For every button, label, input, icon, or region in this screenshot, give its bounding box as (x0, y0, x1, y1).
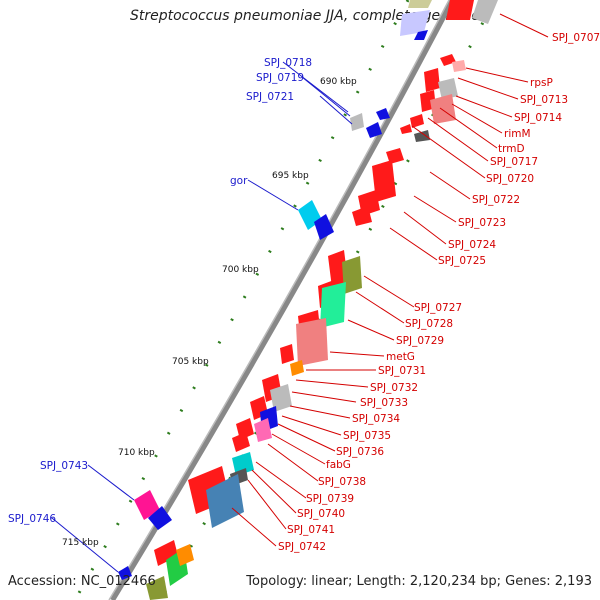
gene-0727-0729 (296, 250, 362, 366)
label-spj-0717[interactable]: SPJ_0717 (490, 156, 538, 168)
label-spj-0727[interactable]: SPJ_0727 (414, 302, 462, 314)
gene-gor (298, 200, 334, 240)
scale-tick-715: 715 kbp (62, 538, 99, 548)
label-spj-0728[interactable]: SPJ_0728 (405, 318, 453, 330)
label-spj-0729[interactable]: SPJ_0729 (396, 335, 444, 347)
gene-metG-0736 (232, 344, 304, 452)
scale-tick-700: 700 kbp (222, 265, 259, 275)
label-spj-0743[interactable]: SPJ_0743 (40, 460, 88, 472)
label-spj-0731[interactable]: SPJ_0731 (378, 365, 426, 377)
label-spj-0713[interactable]: SPJ_0713 (520, 94, 568, 106)
scale-tick-690: 690 kbp (320, 77, 357, 87)
scale-tick-695: 695 kbp (272, 171, 309, 181)
label-spj-0732[interactable]: SPJ_0732 (370, 382, 418, 394)
label-spj-0733[interactable]: SPJ_0733 (360, 397, 408, 409)
right-leader-lines (231, 13, 549, 547)
label-spj-0719[interactable]: SPJ_0719 (256, 72, 304, 84)
accession-text: Accession: NC_012466 (8, 574, 156, 589)
label-fabG[interactable]: fabG (326, 459, 351, 471)
label-spj-0721[interactable]: SPJ_0721 (246, 91, 294, 103)
gene-spj-0743 (134, 490, 172, 530)
label-rimM[interactable]: rimM (504, 128, 531, 140)
label-spj-0739[interactable]: SPJ_0739 (306, 493, 354, 505)
label-gor[interactable]: gor (230, 175, 248, 187)
label-spj-0735[interactable]: SPJ_0735 (343, 430, 391, 442)
label-spj-0746[interactable]: SPJ_0746 (8, 513, 56, 525)
label-trmD[interactable]: trmD (498, 143, 525, 155)
label-spj-0741[interactable]: SPJ_0741 (287, 524, 335, 536)
label-spj-0734[interactable]: SPJ_0734 (352, 413, 400, 425)
label-spj-0707[interactable]: SPJ_0707 (552, 32, 600, 44)
label-spj-0740[interactable]: SPJ_0740 (297, 508, 345, 520)
label-spj-0725[interactable]: SPJ_0725 (438, 255, 486, 267)
label-spj-0722[interactable]: SPJ_0722 (472, 194, 520, 206)
left-leader-lines (51, 61, 353, 573)
gene-spj-0746 (118, 566, 132, 580)
map-title: Streptococcus pneumoniae JJA, complete g… (130, 8, 480, 24)
gene-0720-0725 (352, 148, 404, 226)
label-spj-0723[interactable]: SPJ_0723 (458, 217, 506, 229)
gene-rpsP-0717 (400, 54, 466, 142)
label-spj-0736[interactable]: SPJ_0736 (336, 446, 384, 458)
label-rpsP[interactable]: rpsP (530, 77, 553, 89)
label-spj-0738[interactable]: SPJ_0738 (318, 476, 366, 488)
genome-summary-text: Topology: linear; Length: 2,120,234 bp; … (246, 574, 592, 589)
gene-fabG-0742 (146, 452, 254, 600)
label-spj-0742[interactable]: SPJ_0742 (278, 541, 326, 553)
gene-top-cluster (400, 0, 498, 40)
label-spj-0720[interactable]: SPJ_0720 (486, 173, 534, 185)
label-spj-0718[interactable]: SPJ_0718 (264, 57, 312, 69)
label-spj-0724[interactable]: SPJ_0724 (448, 239, 496, 251)
scale-tick-710: 710 kbp (118, 448, 155, 458)
scale-tick-705: 705 kbp (172, 357, 209, 367)
gene-spj-0718-0721 (350, 108, 390, 138)
label-metG[interactable]: metG (386, 351, 415, 363)
label-spj-0714[interactable]: SPJ_0714 (514, 112, 562, 124)
